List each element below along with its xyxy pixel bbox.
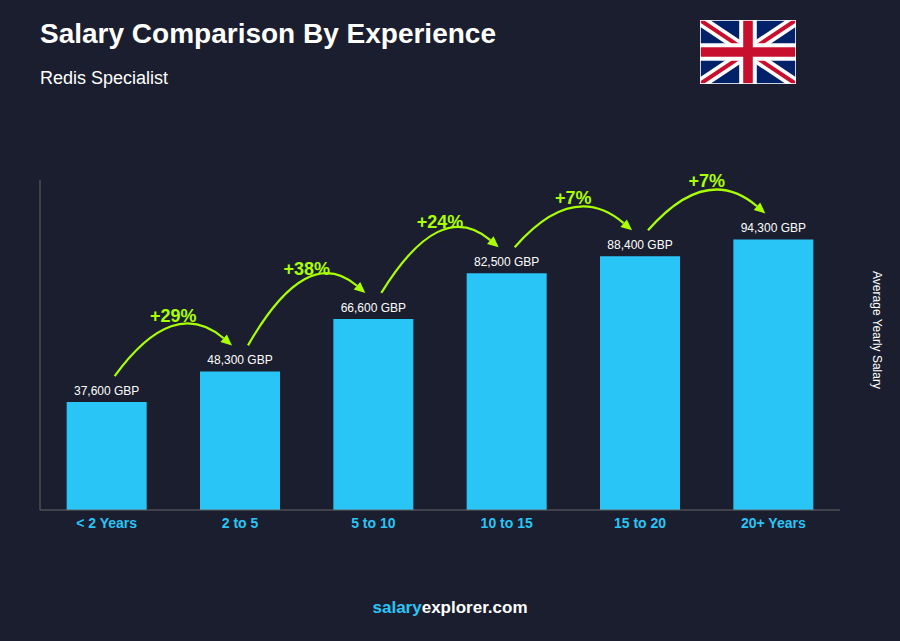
svg-text:82,500 GBP: 82,500 GBP xyxy=(474,255,539,269)
html-text:Redis Specialist: Redis Specialist xyxy=(40,68,169,88)
svg-text:66,600 GBP: 66,600 GBP xyxy=(341,301,406,315)
svg-text:20+ Years: 20+ Years xyxy=(741,515,806,531)
svg-text:+29%: +29% xyxy=(150,306,197,326)
svg-text:+24%: +24% xyxy=(417,212,464,232)
svg-text:5 to 10: 5 to 10 xyxy=(351,515,396,531)
svg-text:+7%: +7% xyxy=(555,188,592,208)
svg-text:+38%: +38% xyxy=(283,259,330,279)
svg-text:15 to 20: 15 to 20 xyxy=(614,515,666,531)
svg-text:48,300 GBP: 48,300 GBP xyxy=(207,353,272,367)
html-text:Average Yearly Salary: Average Yearly Salary xyxy=(870,271,884,389)
svg-text:94,300 GBP: 94,300 GBP xyxy=(741,221,806,235)
svg-text:37,600 GBP: 37,600 GBP xyxy=(74,384,139,398)
svg-text:< 2 Years: < 2 Years xyxy=(76,515,137,531)
svg-text:88,400 GBP: 88,400 GBP xyxy=(607,238,672,252)
svg-text:2 to 5: 2 to 5 xyxy=(222,515,259,531)
html-text:Salary Comparison By Experienc: Salary Comparison By Experience xyxy=(40,18,496,49)
svg-text:10 to 15: 10 to 15 xyxy=(481,515,533,531)
svg-text:+7%: +7% xyxy=(688,171,725,191)
html-text:salary explorer.com: salary explorer.com xyxy=(372,598,528,617)
